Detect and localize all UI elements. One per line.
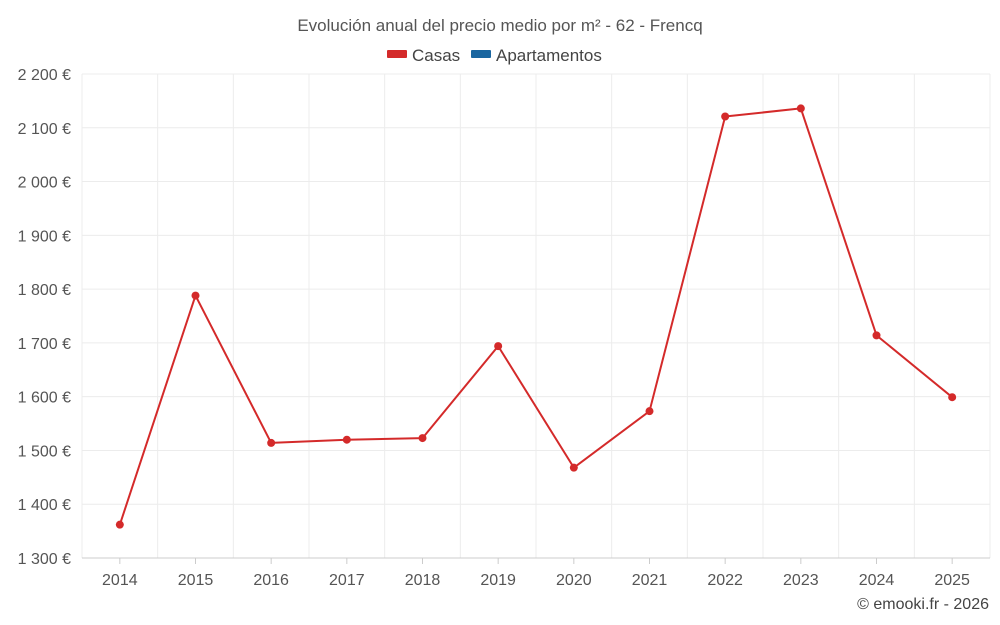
data-point[interactable] bbox=[645, 407, 654, 416]
x-tick-label: 2025 bbox=[934, 572, 970, 589]
chart-title: Evolución anual del precio medio por m² … bbox=[297, 16, 702, 35]
x-tick-label: 2024 bbox=[859, 572, 895, 589]
legend-swatch-apartamentos bbox=[471, 50, 491, 58]
data-point[interactable] bbox=[267, 438, 276, 447]
grid bbox=[81, 73, 991, 558]
x-tick-label: 2016 bbox=[253, 572, 289, 589]
y-tick-label: 2 000 € bbox=[18, 175, 71, 192]
data-point[interactable] bbox=[721, 112, 730, 121]
x-tick-label: 2017 bbox=[329, 572, 365, 589]
legend-item-apartamentos[interactable]: Apartamentos bbox=[471, 46, 602, 65]
x-tick-label: 2014 bbox=[102, 572, 138, 589]
y-tick-label: 1 300 € bbox=[18, 551, 71, 568]
series-line-casas bbox=[118, 107, 953, 525]
legend-swatch-casas bbox=[387, 50, 407, 58]
y-tick-label: 1 900 € bbox=[18, 228, 71, 245]
x-tick-label: 2019 bbox=[480, 572, 516, 589]
x-tick-label: 2018 bbox=[405, 572, 441, 589]
legend-label-casas: Casas bbox=[412, 46, 460, 65]
data-point[interactable] bbox=[191, 291, 200, 300]
data-point[interactable] bbox=[872, 331, 881, 340]
series bbox=[115, 104, 957, 529]
y-tick-label: 2 100 € bbox=[18, 121, 71, 138]
y-axis-ticks: 1 300 € 1 400 € 1 500 € 1 600 € 1 700 € 1 800… bbox=[18, 67, 71, 568]
legend-item-casas[interactable]: Casas bbox=[387, 46, 460, 65]
x-tick-label: 2021 bbox=[632, 572, 668, 589]
data-point[interactable] bbox=[796, 104, 805, 113]
legend-label-apartamentos: Apartamentos bbox=[496, 46, 602, 65]
y-tick-label: 2 200 € bbox=[18, 67, 71, 84]
x-tick-label: 2023 bbox=[783, 572, 819, 589]
x-tick-label: 2020 bbox=[556, 572, 592, 589]
y-tick-label: 1 400 € bbox=[18, 497, 71, 514]
data-point[interactable] bbox=[569, 463, 578, 472]
y-tick-label: 1 800 € bbox=[18, 282, 71, 299]
data-point[interactable] bbox=[342, 435, 351, 444]
data-point[interactable] bbox=[418, 434, 427, 443]
credit-text: © emooki.fr - 2026 bbox=[857, 596, 989, 613]
y-tick-label: 1 500 € bbox=[18, 443, 71, 460]
data-point[interactable] bbox=[494, 342, 503, 351]
legend: Casas Apartamentos bbox=[387, 46, 602, 65]
x-axis-ticks: 2014 2015 2016 2017 2018 2019 2020 2021 2022 2023… bbox=[102, 558, 970, 589]
y-tick-label: 1 600 € bbox=[18, 390, 71, 407]
x-tick-label: 2022 bbox=[707, 572, 743, 589]
y-tick-label: 1 700 € bbox=[18, 336, 71, 353]
x-tick-label: 2015 bbox=[178, 572, 214, 589]
data-point[interactable] bbox=[115, 520, 124, 529]
data-point[interactable] bbox=[948, 393, 957, 402]
